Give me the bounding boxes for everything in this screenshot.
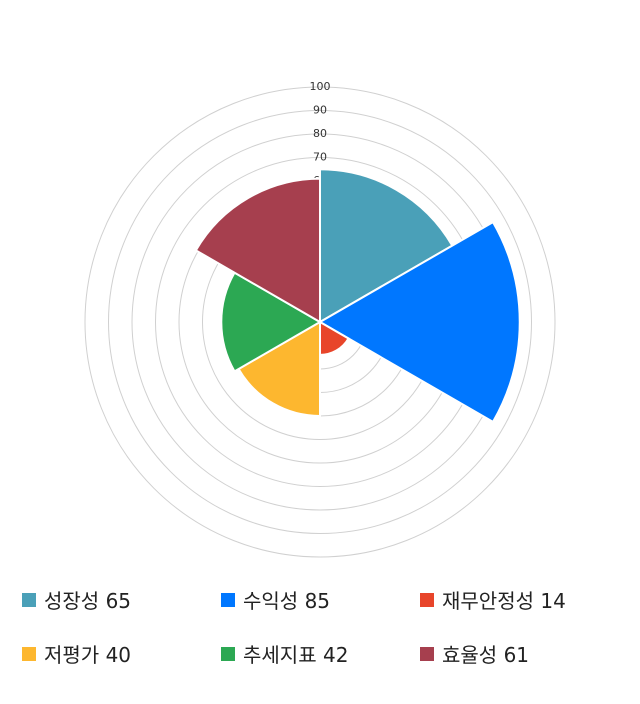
legend-swatch <box>420 593 434 607</box>
legend-name: 성장성 <box>44 589 99 613</box>
r-tick-label: 100 <box>310 80 331 93</box>
legend-label: 수익성 85 <box>243 589 330 613</box>
legend-swatch <box>22 593 36 607</box>
legend-name: 효율성 <box>442 643 497 667</box>
legend-value: 65 <box>106 589 131 613</box>
legend-value: 85 <box>305 589 330 613</box>
legend-swatch <box>221 647 235 661</box>
sector <box>194 177 321 324</box>
r-tick-label: 70 <box>313 151 327 164</box>
legend-name: 재무안정성 <box>442 589 534 613</box>
sector <box>319 168 454 324</box>
sector <box>317 220 521 424</box>
sector <box>220 271 323 373</box>
legend-label: 재무안정성 14 <box>442 589 566 613</box>
r-tick-label: 90 <box>313 104 327 117</box>
legend-label: 효율성 61 <box>442 643 529 667</box>
legend-label: 저평가 40 <box>44 643 131 667</box>
legend-value: 40 <box>106 643 131 667</box>
legend-value: 61 <box>504 643 529 667</box>
grid-ring <box>108 110 532 534</box>
legend-swatch <box>221 593 235 607</box>
r-tick-label: 80 <box>313 127 327 140</box>
legend-value: 14 <box>540 589 565 613</box>
grid-ring <box>84 86 556 558</box>
legend-name: 추세지표 <box>243 643 317 667</box>
sector <box>237 320 321 418</box>
legend-label: 추세지표 42 <box>243 643 348 667</box>
legend-swatch <box>22 647 36 661</box>
legend-name: 저평가 <box>44 643 99 667</box>
legend-swatch <box>420 647 434 661</box>
legend-label: 성장성 65 <box>44 589 131 613</box>
legend-value: 42 <box>323 643 348 667</box>
legend-name: 수익성 <box>243 589 298 613</box>
